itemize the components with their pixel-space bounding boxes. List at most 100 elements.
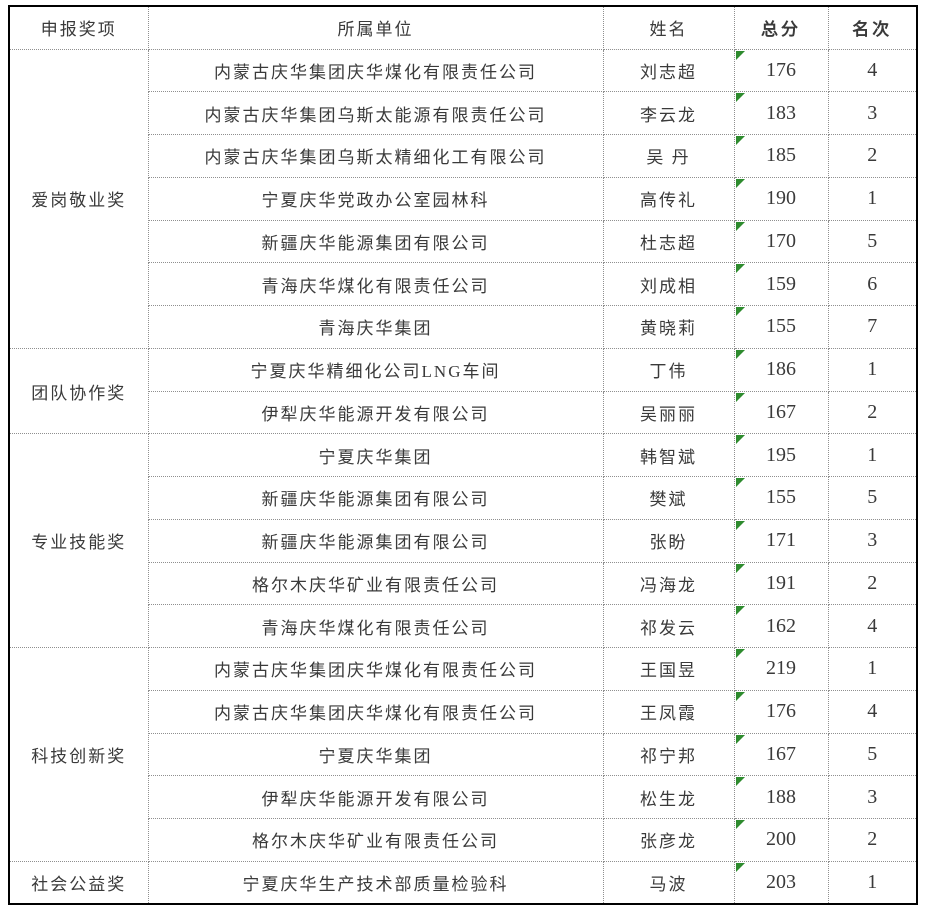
unit-cell[interactable]: 内蒙古庆华集团庆华煤化有限责任公司 (147, 647, 604, 691)
unit-cell[interactable]: 宁夏庆华集团 (147, 433, 604, 477)
score-cell[interactable]: 155 (733, 305, 829, 349)
name-cell[interactable]: 王国昱 (602, 647, 735, 691)
unit-cell[interactable]: 青海庆华集团 (147, 305, 604, 349)
column-header-score[interactable]: 总分 (733, 5, 829, 50)
rank-cell[interactable]: 4 (827, 48, 918, 93)
name-cell[interactable]: 吴 丹 (602, 134, 735, 178)
award-cell[interactable]: 科技创新奖 (8, 647, 149, 862)
unit-cell[interactable]: 内蒙古庆华集团庆华煤化有限责任公司 (147, 689, 604, 734)
name-cell[interactable]: 冯海龙 (602, 561, 735, 606)
cell-error-indicator-icon (735, 178, 745, 188)
score-cell[interactable]: 190 (733, 176, 829, 221)
table-row: 青海庆华集团 黄晓莉 155 7 (9, 305, 918, 349)
name-cell[interactable]: 丁伟 (602, 347, 735, 392)
name-cell[interactable]: 杜志超 (602, 219, 735, 264)
award-cell[interactable]: 爱岗敬业奖 (8, 48, 149, 349)
score-cell[interactable]: 159 (733, 262, 829, 306)
column-header-rank[interactable]: 名次 (827, 5, 918, 50)
score-value: 167 (766, 400, 796, 423)
rank-cell[interactable]: 1 (827, 860, 918, 905)
rank-cell[interactable]: 5 (827, 732, 918, 777)
award-cell[interactable]: 社会公益奖 (8, 860, 149, 905)
name-cell[interactable]: 王凤霞 (602, 689, 735, 734)
rank-cell[interactable]: 5 (827, 476, 918, 520)
unit-cell[interactable]: 新疆庆华能源集团有限公司 (147, 518, 604, 563)
award-cell[interactable]: 专业技能奖 (8, 433, 149, 648)
rank-cell[interactable]: 2 (827, 134, 918, 178)
rank-cell[interactable]: 1 (827, 347, 918, 392)
score-cell[interactable]: 185 (733, 134, 829, 178)
unit-cell[interactable]: 宁夏庆华集团 (147, 732, 604, 777)
cell-error-indicator-icon (735, 136, 745, 145)
rank-cell[interactable]: 1 (827, 647, 918, 691)
rank-cell[interactable]: 6 (827, 262, 918, 306)
name-cell[interactable]: 刘成相 (602, 262, 735, 306)
name-cell[interactable]: 吴丽丽 (602, 390, 735, 435)
rank-cell[interactable]: 1 (827, 176, 918, 221)
rank-cell[interactable]: 2 (827, 561, 918, 606)
column-header-award[interactable]: 申报奖项 (8, 5, 149, 50)
name-cell[interactable]: 韩智斌 (602, 433, 735, 477)
score-cell[interactable]: 203 (733, 860, 829, 905)
score-value: 183 (766, 101, 796, 124)
name-cell[interactable]: 李云龙 (602, 91, 735, 135)
name-cell[interactable]: 松生龙 (602, 775, 735, 819)
unit-cell[interactable]: 青海庆华煤化有限责任公司 (147, 262, 604, 306)
unit-cell[interactable]: 伊犁庆华能源开发有限公司 (147, 775, 604, 819)
unit-cell[interactable]: 伊犁庆华能源开发有限公司 (147, 390, 604, 435)
unit-cell[interactable]: 宁夏庆华生产技术部质量检验科 (147, 860, 604, 905)
cell-error-indicator-icon (735, 691, 745, 701)
name-cell[interactable]: 张盼 (602, 518, 735, 563)
rank-cell[interactable]: 1 (827, 433, 918, 477)
score-cell[interactable]: 191 (733, 561, 829, 606)
award-cell[interactable]: 团队协作奖 (8, 347, 149, 435)
score-cell[interactable]: 188 (733, 775, 829, 819)
rank-cell[interactable]: 5 (827, 219, 918, 264)
score-cell[interactable]: 195 (733, 433, 829, 477)
unit-cell[interactable]: 新疆庆华能源集团有限公司 (147, 219, 604, 264)
score-cell[interactable]: 171 (733, 518, 829, 563)
unit-cell[interactable]: 青海庆华煤化有限责任公司 (147, 604, 604, 648)
score-value: 170 (766, 229, 796, 252)
unit-cell[interactable]: 内蒙古庆华集团乌斯太精细化工有限公司 (147, 134, 604, 178)
name-cell[interactable]: 祁发云 (602, 604, 735, 648)
rank-cell[interactable]: 4 (827, 689, 918, 734)
unit-cell[interactable]: 新疆庆华能源集团有限公司 (147, 476, 604, 520)
score-cell[interactable]: 167 (733, 732, 829, 777)
name-cell[interactable]: 黄晓莉 (602, 305, 735, 349)
unit-cell[interactable]: 宁夏庆华精细化公司LNG车间 (147, 347, 604, 392)
name-cell[interactable]: 刘志超 (602, 48, 735, 93)
rank-cell[interactable]: 2 (827, 390, 918, 435)
rank-cell[interactable]: 3 (827, 775, 918, 819)
name-cell[interactable]: 张彦龙 (602, 818, 735, 862)
unit-cell[interactable]: 内蒙古庆华集团庆华煤化有限责任公司 (147, 48, 604, 93)
score-cell[interactable]: 170 (733, 219, 829, 264)
unit-cell[interactable]: 格尔木庆华矿业有限责任公司 (147, 818, 604, 862)
name-cell[interactable]: 高传礼 (602, 176, 735, 221)
score-cell[interactable]: 155 (733, 476, 829, 520)
column-header-unit[interactable]: 所属单位 (147, 5, 604, 50)
rank-cell[interactable]: 4 (827, 604, 918, 648)
unit-cell[interactable]: 内蒙古庆华集团乌斯太能源有限责任公司 (147, 91, 604, 135)
cell-error-indicator-icon (735, 221, 745, 231)
score-cell[interactable]: 176 (733, 689, 829, 734)
rank-cell[interactable]: 3 (827, 518, 918, 563)
name-cell[interactable]: 祁宁邦 (602, 732, 735, 777)
score-cell[interactable]: 176 (733, 48, 829, 93)
table-row: 新疆庆华能源集团有限公司 杜志超 170 5 (9, 219, 918, 264)
score-cell[interactable]: 219 (733, 647, 829, 691)
table-row: 新疆庆华能源集团有限公司 樊斌 155 5 (9, 476, 918, 520)
unit-cell[interactable]: 宁夏庆华党政办公室园林科 (147, 176, 604, 221)
rank-cell[interactable]: 7 (827, 305, 918, 349)
score-cell[interactable]: 167 (733, 390, 829, 435)
name-cell[interactable]: 马波 (602, 860, 735, 905)
name-cell[interactable]: 樊斌 (602, 476, 735, 520)
rank-cell[interactable]: 3 (827, 91, 918, 135)
unit-cell[interactable]: 格尔木庆华矿业有限责任公司 (147, 561, 604, 606)
score-cell[interactable]: 183 (733, 91, 829, 135)
score-cell[interactable]: 162 (733, 604, 829, 648)
column-header-name[interactable]: 姓名 (602, 5, 735, 50)
score-cell[interactable]: 200 (733, 818, 829, 862)
rank-cell[interactable]: 2 (827, 818, 918, 862)
score-cell[interactable]: 186 (733, 347, 829, 392)
